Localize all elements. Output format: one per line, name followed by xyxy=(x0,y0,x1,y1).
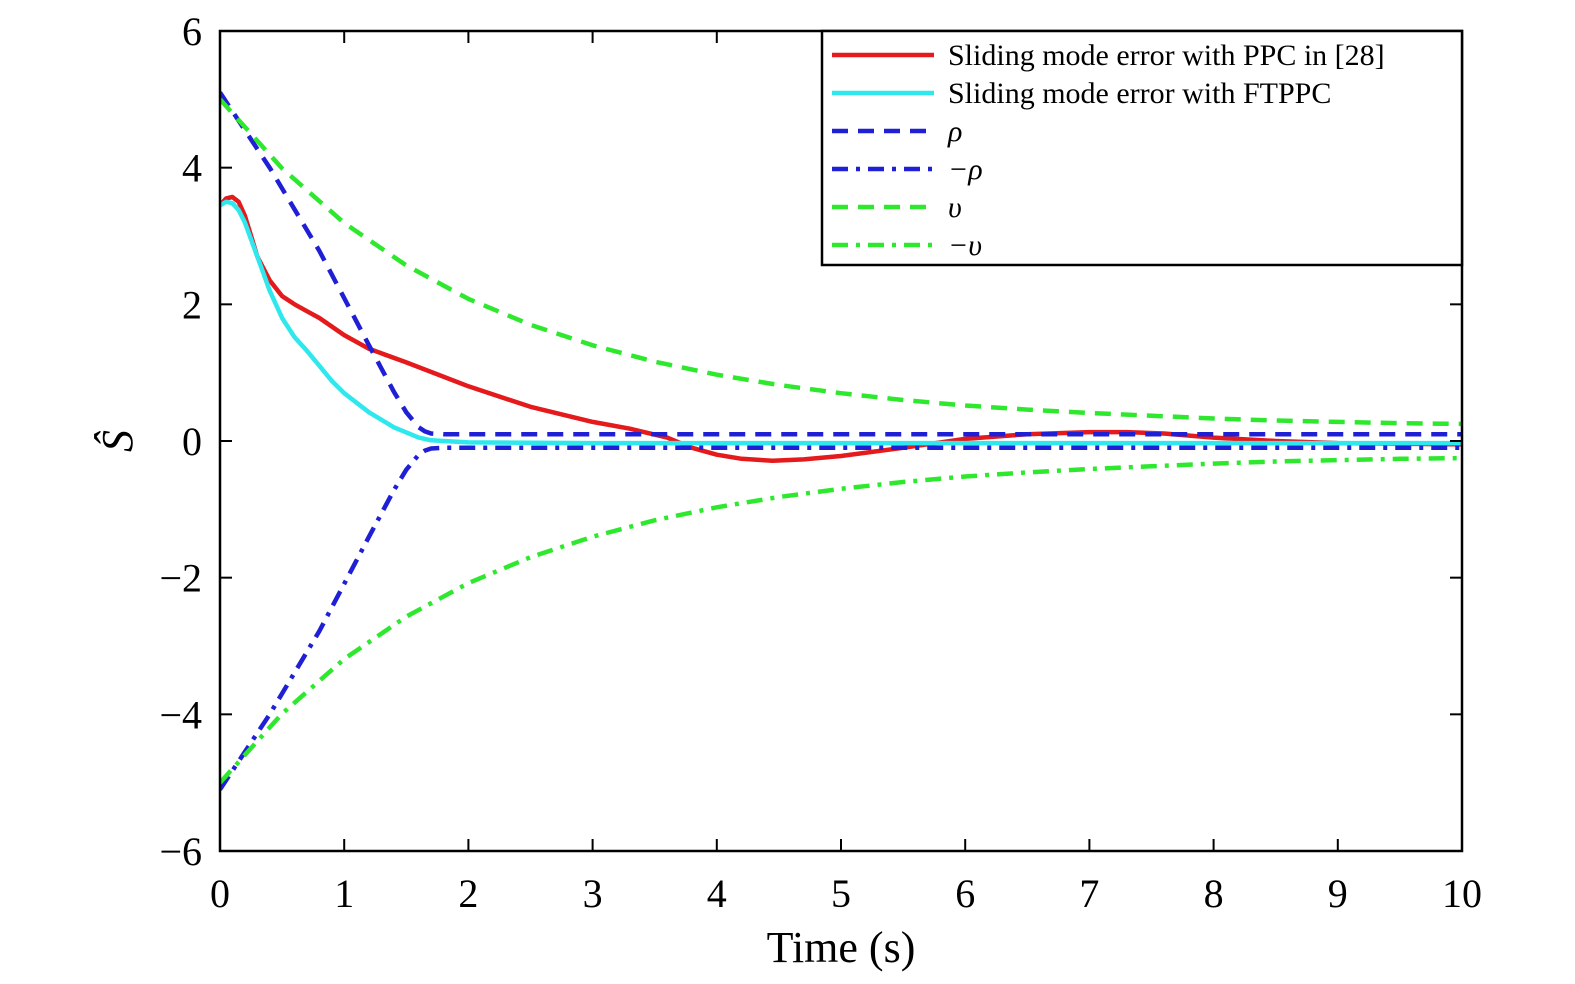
series-line-4 xyxy=(220,445,1462,791)
x-tick-label: 2 xyxy=(458,871,478,916)
x-tick-label: 0 xyxy=(210,871,230,916)
legend-label-2: Sliding mode error with FTPPC xyxy=(948,77,1331,110)
legend-label-6: −υ xyxy=(948,229,982,262)
ticks-layer: 0 1 2 3 4 5 6 7 8 9 10 −6 −4 −2 0 2 4 6 xyxy=(159,9,1482,916)
x-tick-label: 5 xyxy=(831,871,851,916)
legend: Sliding mode error with PPC in [28] Slidi… xyxy=(820,29,1464,267)
y-tick-label: −2 xyxy=(159,556,202,601)
y-tick-label: 6 xyxy=(182,9,202,54)
y-axis-title: Ŝ xyxy=(93,430,142,452)
x-tick-label: 1 xyxy=(334,871,354,916)
series-line-2 xyxy=(220,199,1462,446)
y-tick-label: 2 xyxy=(182,282,202,327)
legend-label-3: ρ xyxy=(947,115,962,148)
y-tick-label: −4 xyxy=(159,692,202,737)
x-tick-label: 8 xyxy=(1204,871,1224,916)
legend-label-5: υ xyxy=(948,191,962,224)
y-tick-label: 0 xyxy=(182,419,202,464)
x-tick-label: 6 xyxy=(955,871,975,916)
x-axis-title: Time (s) xyxy=(767,923,916,972)
x-tick-label: 9 xyxy=(1328,871,1348,916)
legend-label-1: Sliding mode error with PPC in [28] xyxy=(948,39,1385,72)
legend-label-4: −ρ xyxy=(948,153,983,186)
y-tick-label: 4 xyxy=(182,146,202,191)
y-tick-label: −6 xyxy=(159,829,202,874)
legend-box xyxy=(820,29,1464,267)
x-tick-label: 4 xyxy=(707,871,727,916)
series-layer xyxy=(220,91,1462,791)
x-tick-label: 10 xyxy=(1442,871,1482,916)
series-line-3 xyxy=(220,91,1462,437)
x-tick-label: 3 xyxy=(583,871,603,916)
x-tick-label: 7 xyxy=(1079,871,1099,916)
series-line-6 xyxy=(220,455,1462,785)
series-line-5 xyxy=(220,97,1462,427)
